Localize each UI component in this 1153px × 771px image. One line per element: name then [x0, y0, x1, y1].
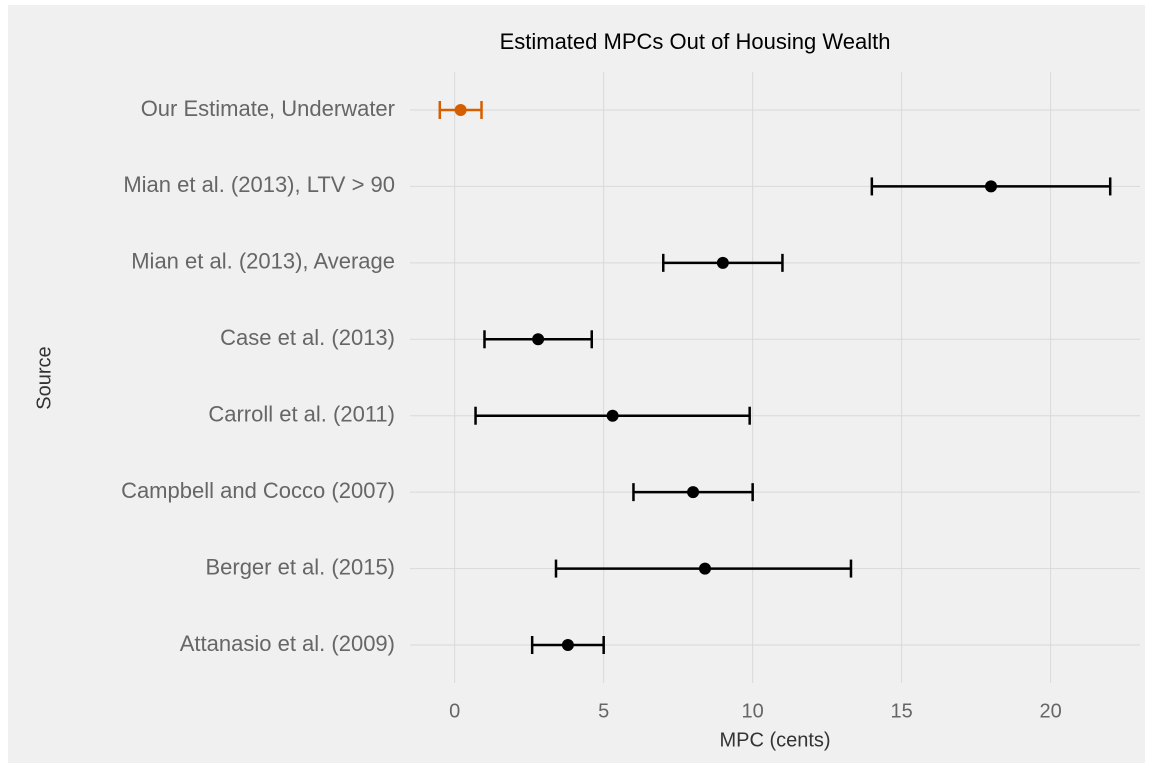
y-axis-title: Source — [33, 346, 55, 409]
y-tick-label: Mian et al. (2013), Average — [131, 249, 395, 274]
chart-title: Estimated MPCs Out of Housing Wealth — [500, 29, 891, 54]
point — [454, 104, 467, 116]
y-tick-label: Case et al. (2013) — [220, 325, 395, 350]
y-tick-label: Mian et al. (2013), LTV > 90 — [123, 172, 395, 197]
x-axis-title: MPC (cents) — [719, 729, 830, 751]
panel-background — [8, 5, 1145, 763]
x-tick-label: 20 — [1039, 700, 1061, 722]
y-tick-label: Attanasio et al. (2009) — [180, 631, 395, 656]
y-tick-label: Campbell and Cocco (2007) — [121, 478, 395, 503]
y-tick-label: Our Estimate, Underwater — [141, 96, 395, 121]
point — [716, 256, 729, 269]
point — [687, 486, 700, 499]
y-tick-label: Carroll et al. (2011) — [208, 402, 395, 427]
point — [985, 180, 998, 193]
x-tick-label: 10 — [742, 700, 764, 722]
x-tick-label: 0 — [449, 700, 460, 722]
point — [532, 333, 545, 346]
point — [606, 409, 619, 422]
point — [698, 562, 711, 575]
x-tick-label: 5 — [598, 700, 609, 722]
point — [561, 639, 574, 651]
x-tick-label: 15 — [891, 700, 913, 722]
y-tick-label: Berger et al. (2015) — [205, 554, 395, 579]
